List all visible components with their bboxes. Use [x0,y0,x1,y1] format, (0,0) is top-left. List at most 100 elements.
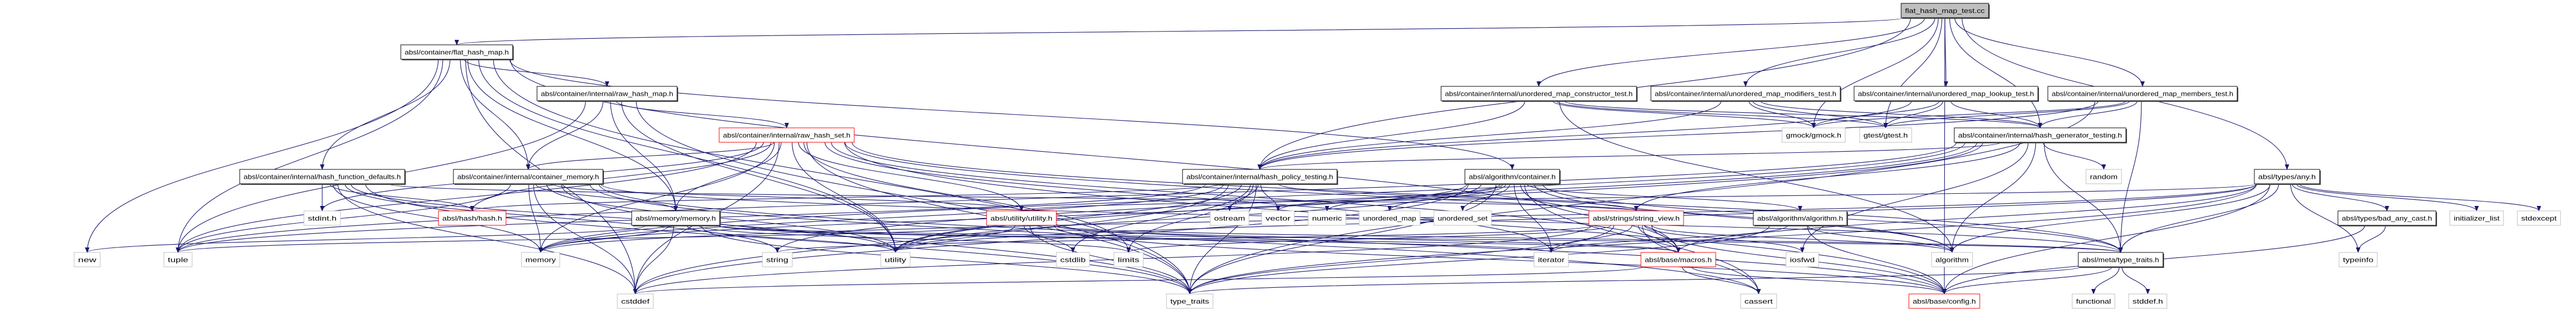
node-label: absl/container/internal/unordered_map_mo… [1655,90,1836,98]
node-cassert: cassert [1740,293,1777,309]
node-raw-hash-map[interactable]: absl/container/internal/raw_hash_map.h [536,86,678,102]
edge-algo_container-to-cstddef [633,183,1469,294]
edge-root-to-hash_generator_testing [1949,17,2042,128]
node-label: ostream [1214,215,1245,223]
node-label: random [2090,173,2118,181]
node-label: cstdlib [1060,256,1086,264]
node-config[interactable]: absl/base/config.h [1908,293,1980,309]
node-hash-policy-testing[interactable]: absl/container/internal/hash_policy_test… [1182,169,1338,185]
edge-hash_generator_testing-to-algorithm [1950,142,2036,253]
node-label: stddef.h [2133,298,2163,306]
node-label: absl/base/macros.h [1645,256,1712,264]
node-utility-h[interactable]: absl/utility/utility.h [986,210,1057,226]
node-ostream: ostream [1210,210,1250,226]
node-modifiers-test[interactable]: absl/container/internal/unordered_map_mo… [1650,86,1841,102]
edge-hash_generator_testing-to-string [775,142,1978,253]
edge-algo_container-to-cassert [1524,183,1761,294]
edge-lookup_test-to-gtest [1883,100,1944,128]
node-algo-container[interactable]: absl/algorithm/container.h [1464,169,1561,185]
node-meta-type-traits[interactable]: absl/meta/type_traits.h [2078,252,2164,268]
edge-hash_policy_testing-to-memory [538,183,1225,253]
node-hash[interactable]: absl/hash/hash.h [438,210,507,226]
edge-flat_hash_map-to-tuple [175,59,443,253]
node-label: numeric [1312,215,1342,223]
node-gmock: gmock/gmock.h [1782,127,1846,143]
node-box [163,252,193,267]
edge-constructor_test-to-hash_policy_testing [1257,100,1525,170]
edge-members_test-to-hash_policy_testing [1257,100,2099,170]
node-random: random [2085,169,2122,184]
node-box [2449,210,2504,226]
node-label: vector [1266,215,1290,223]
node-stddef: stddef.h [2128,293,2167,309]
node-string: string [762,252,793,267]
node-flat-hash-map[interactable]: absl/container/flat_hash_map.h [400,44,514,60]
edge-flat_hash_map-to-memory_h [467,59,678,211]
node-memory: memory [521,252,560,267]
edge-hash_function_defaults-to-cstddef [337,183,638,294]
edge-raw_hash_set-to-tuple [175,142,757,253]
edge-root-to-gtest [1883,17,1943,128]
node-label: gtest/gtest.h [1863,132,1908,140]
node-box [303,210,341,226]
edge-container_memory-to-config [598,183,1947,294]
node-label: algorithm [1935,256,1969,264]
node-label: absl/container/internal/hash_function_de… [244,173,401,181]
edge-hash_generator_testing-to-utility [893,142,1984,253]
edge-constructor_test-to-hash_generator_testing [1563,100,2042,128]
edge-memory_h-to-utility [686,225,898,253]
node-label: absl/types/bad_any_cast.h [2342,215,2432,223]
node-bad-any-cast[interactable]: absl/types/bad_any_cast.h [2337,210,2437,226]
node-hash-function-defaults[interactable]: absl/container/internal/hash_function_de… [239,169,406,185]
node-algorithm: algorithm [1931,252,1973,267]
edge-raw_hash_map-to-container_memory [526,100,603,170]
node-root[interactable]: flat_hash_map_test.cc [1901,3,1990,19]
edge-hash_generator_testing-to-memory [538,142,1966,253]
node-limits: limits [1113,252,1144,267]
node-box [521,252,560,267]
node-constructor-test[interactable]: absl/container/internal/unordered_map_co… [1441,86,1638,102]
node-any[interactable]: absl/types/any.h [2254,169,2321,185]
node-label: absl/types/any.h [2258,173,2316,181]
node-box [2337,210,2436,226]
node-box [2085,169,2122,184]
edge-hash_policy_testing-to-cstdlib [1071,183,1251,253]
node-box [1261,210,1295,226]
edge-raw_hash_set-to-memory_h [673,142,782,211]
node-box [2072,293,2115,309]
edge-any-to-stdexcept [2299,183,2541,211]
edge-modifiers_test-to-gmock [1748,100,1816,128]
node-box [880,252,911,267]
node-label: flat_hash_map_test.cc [1905,7,1985,15]
node-box [1210,210,1250,226]
edge-flat_hash_map-to-utility [478,59,898,253]
edge-raw_hash_map-to-type_traits [636,100,1192,294]
node-box [1166,293,1214,309]
node-box [1113,252,1144,267]
node-box [1182,169,1338,184]
node-box [631,210,720,226]
node-container-memory[interactable]: absl/container/internal/container_memory… [453,169,604,185]
node-label: limits [1118,256,1139,264]
edge-memory_h-to-type_traits [701,225,1192,294]
node-string-view[interactable]: absl/strings/string_view.h [1588,210,1684,226]
node-label: stdint.h [308,215,337,223]
node-algo-algorithm[interactable]: absl/algorithm/algorithm.h [1753,210,1848,226]
edge-root-to-members_test [1954,17,2145,87]
edge-algo_algorithm-to-algorithm [1807,225,1954,253]
edge-raw_hash_set-to-memory [538,142,775,253]
node-label: type_traits [1170,298,1209,306]
edge-container_memory-to-utility_h [553,183,1024,211]
node-lookup-test[interactable]: absl/container/internal/unordered_map_lo… [1854,86,2039,102]
node-box [1931,252,1973,267]
node-box [1859,127,1912,143]
edge-algo_algorithm-to-config [1806,225,1947,294]
node-hash-generator-testing[interactable]: absl/container/internal/hash_generator_t… [1954,127,2127,143]
edge-any-to-initializer_list [2296,183,2479,211]
edge-raw_hash_map-to-raw_hash_set [616,100,789,128]
edge-hash_generator_testing-to-iosfwd [1800,142,2029,253]
node-members-test[interactable]: absl/container/internal/unordered_map_me… [2047,86,2238,102]
node-raw-hash-set[interactable]: absl/container/internal/raw_hash_set.h [719,127,855,143]
node-macros[interactable]: absl/base/macros.h [1640,252,1716,267]
node-memory-h[interactable]: absl/memory/memory.h [631,210,721,226]
